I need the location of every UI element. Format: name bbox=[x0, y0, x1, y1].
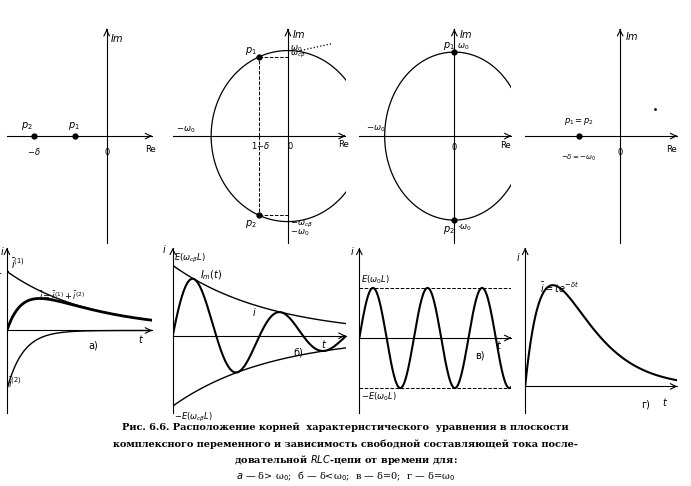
Text: $p_1{=}p_2$: $p_1{=}p_2$ bbox=[564, 116, 594, 127]
Text: Re: Re bbox=[500, 140, 511, 150]
Text: 0: 0 bbox=[104, 148, 109, 157]
Text: $\bar{i}=\bar{i}^{(1)}+\bar{i}^{(2)}$: $\bar{i}=\bar{i}^{(1)}+\bar{i}^{(2)}$ bbox=[39, 289, 85, 302]
Text: б): б) bbox=[294, 347, 303, 357]
Text: 0: 0 bbox=[618, 148, 623, 157]
Text: Re: Re bbox=[665, 145, 676, 154]
Text: $\omega_{c\beta}$: $\omega_{c\beta}$ bbox=[290, 49, 306, 60]
Text: комплексного переменного и зависимость свободной составляющей тока после-: комплексного переменного и зависимость с… bbox=[113, 440, 578, 449]
Text: $t$: $t$ bbox=[662, 396, 668, 408]
Text: $-E(\omega_{c\beta}L)$: $-E(\omega_{c\beta}L)$ bbox=[174, 411, 214, 424]
Text: $Im$: $Im$ bbox=[110, 32, 124, 44]
Text: $\bar{i}^{(1)}$: $\bar{i}^{(1)}$ bbox=[11, 257, 25, 271]
Text: $p_2$: $p_2$ bbox=[245, 218, 257, 230]
Text: $p_2$: $p_2$ bbox=[443, 224, 455, 236]
Text: $Im$: $Im$ bbox=[459, 28, 473, 40]
Text: 1: 1 bbox=[0, 266, 3, 277]
Text: $p_1$: $p_1$ bbox=[245, 45, 257, 57]
Text: $\omega_0$: $\omega_0$ bbox=[457, 41, 469, 52]
Text: $a$ — δ> ω$_0$;  б — δ<ω$_0$;  в — δ=0;  г — δ=ω$_0$: $a$ — δ> ω$_0$; б — δ<ω$_0$; в — δ=0; г … bbox=[236, 469, 455, 483]
Text: $p_2$: $p_2$ bbox=[21, 120, 33, 132]
Text: $\bar{i}=te^{-\delta t}$: $\bar{i}=te^{-\delta t}$ bbox=[540, 280, 580, 295]
Text: $t$: $t$ bbox=[496, 339, 502, 351]
Text: в): в) bbox=[475, 350, 484, 360]
Text: довательной $RLC$-цепи от времени для:: довательной $RLC$-цепи от времени для: bbox=[234, 452, 457, 467]
Text: г): г) bbox=[641, 400, 650, 410]
Text: $-\omega_0$: $-\omega_0$ bbox=[290, 227, 310, 238]
Text: $Im$: $Im$ bbox=[625, 30, 638, 42]
Text: $i$: $i$ bbox=[350, 245, 355, 258]
Text: $-E(\omega_0 L)$: $-E(\omega_0 L)$ bbox=[361, 391, 397, 403]
Text: Re: Re bbox=[145, 145, 156, 154]
Text: $1{-}\delta$: $1{-}\delta$ bbox=[251, 140, 270, 151]
Text: $i$: $i$ bbox=[0, 245, 4, 257]
Text: $i$: $i$ bbox=[252, 306, 257, 318]
Text: $p_1$: $p_1$ bbox=[443, 40, 455, 52]
Text: Re: Re bbox=[338, 140, 348, 149]
Text: $\cdot\omega_0$: $\cdot\omega_0$ bbox=[457, 222, 472, 233]
Text: $-\omega_0$: $-\omega_0$ bbox=[176, 124, 196, 135]
Text: $I_m(t)$: $I_m(t)$ bbox=[200, 268, 223, 281]
Text: $E(\omega_{c\beta}L)$: $E(\omega_{c\beta}L)$ bbox=[174, 252, 207, 265]
Text: $-\omega_{c\beta}$: $-\omega_{c\beta}$ bbox=[290, 219, 313, 230]
Text: $E(\omega_0 L)$: $E(\omega_0 L)$ bbox=[361, 274, 390, 286]
Text: 0: 0 bbox=[288, 142, 293, 151]
Text: $-\omega_0$: $-\omega_0$ bbox=[366, 124, 385, 134]
Text: $p_1$: $p_1$ bbox=[68, 120, 80, 132]
Text: $t$: $t$ bbox=[321, 338, 328, 350]
Text: $\omega_0$: $\omega_0$ bbox=[290, 44, 303, 54]
Text: Рис. 6.6. Расположение корней  характернстического  уравнения в плоскости: Рис. 6.6. Расположение корней характернс… bbox=[122, 423, 569, 432]
Text: $i$: $i$ bbox=[516, 251, 521, 262]
Text: а): а) bbox=[88, 340, 98, 350]
Text: $i$: $i$ bbox=[162, 243, 167, 255]
Text: 0: 0 bbox=[452, 143, 457, 152]
Text: $-\delta{=}{-}\omega_0$: $-\delta{=}{-}\omega_0$ bbox=[561, 153, 596, 163]
Text: $t$: $t$ bbox=[138, 333, 144, 346]
Text: $-\delta$: $-\delta$ bbox=[27, 146, 41, 157]
Text: $Im$: $Im$ bbox=[292, 28, 306, 40]
Text: $\bar{i}^{(2)}$: $\bar{i}^{(2)}$ bbox=[8, 376, 22, 390]
